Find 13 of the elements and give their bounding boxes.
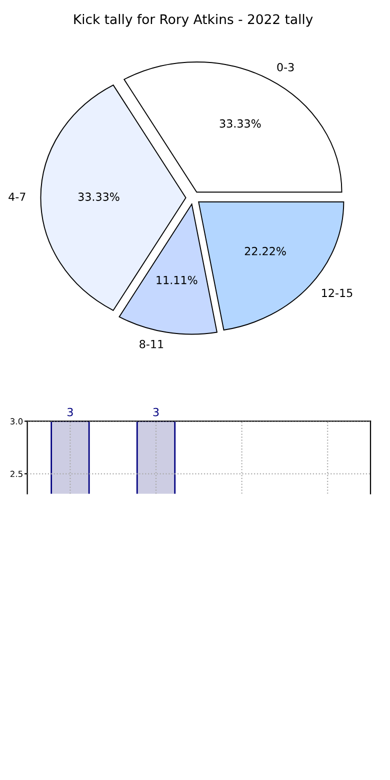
- data-label: 33.33%: [78, 192, 120, 201]
- data-label: 11.11%: [156, 276, 198, 284]
- y-tick-label: 3.0: [10, 418, 23, 424]
- y-tick-label: 2.5: [10, 470, 22, 478]
- data-label: 33.33%: [220, 119, 261, 128]
- data-label: 3: [68, 408, 73, 416]
- data-label: 22.22%: [244, 246, 286, 256]
- slice-label: 12-15: [322, 288, 352, 298]
- slice-label: 0-3: [277, 62, 294, 72]
- slice-label: 8-11: [140, 340, 164, 348]
- chart-title: Kick tally for Rory Atkins - 2022 tally: [74, 14, 313, 27]
- data-label: 3: [153, 408, 159, 416]
- slice-label: 4-7: [8, 192, 26, 201]
